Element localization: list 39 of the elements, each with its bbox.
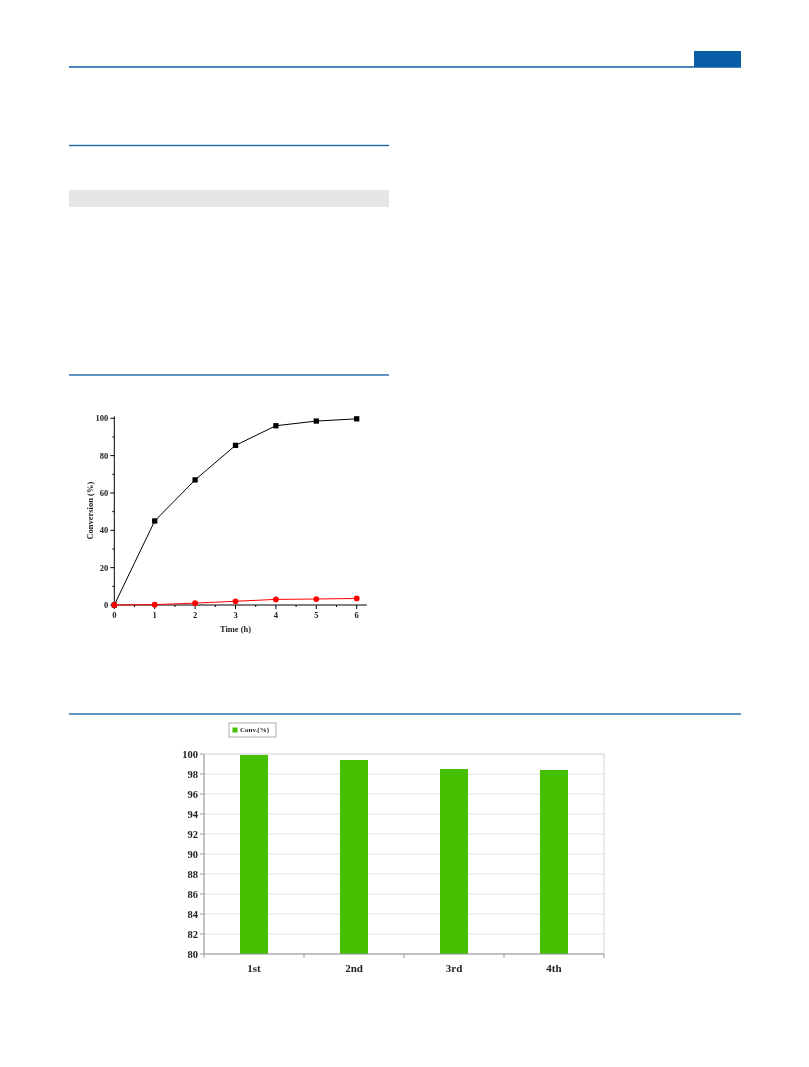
y-tick-label: 82 bbox=[187, 928, 198, 940]
x-tick-label: 4 bbox=[273, 609, 279, 620]
y-tick-label: 100 bbox=[95, 413, 109, 424]
y-axis-title: Conversion (%) bbox=[85, 481, 96, 540]
x-tick-label: 2nd bbox=[345, 962, 363, 974]
y-tick-label: 86 bbox=[187, 888, 198, 900]
point bbox=[353, 595, 360, 602]
x-tick-label: 1st bbox=[247, 962, 262, 974]
y-tick-label: 88 bbox=[187, 868, 198, 880]
point bbox=[192, 477, 198, 483]
x-tick-label: 2 bbox=[192, 609, 198, 620]
x-tick-label: 1 bbox=[152, 609, 157, 620]
point bbox=[232, 598, 239, 605]
point bbox=[273, 596, 279, 603]
y-tick-label: 0 bbox=[104, 599, 109, 610]
point bbox=[313, 596, 320, 602]
x-tick-label: 3 bbox=[233, 609, 238, 620]
x-axis-title: Time (h) bbox=[219, 624, 252, 634]
x-tick-label: 4th bbox=[546, 962, 562, 974]
y-tick-label: 92 bbox=[187, 828, 198, 840]
point bbox=[273, 423, 279, 429]
y-tick-label: 94 bbox=[187, 808, 199, 820]
x-tick-label: 6 bbox=[354, 609, 359, 620]
y-tick-label: 90 bbox=[187, 848, 198, 860]
y-tick-label: 100 bbox=[182, 748, 198, 760]
y-tick-label: 80 bbox=[99, 450, 109, 461]
point bbox=[313, 418, 319, 424]
y-tick-label: 60 bbox=[99, 487, 109, 498]
x-tick-label: 5 bbox=[314, 609, 319, 620]
y-tick-label: 98 bbox=[187, 768, 198, 780]
y-tick-label: 84 bbox=[187, 908, 199, 920]
y-tick-label: 80 bbox=[187, 948, 198, 960]
point bbox=[192, 600, 198, 606]
y-tick-label: 20 bbox=[99, 562, 109, 573]
x-tick-label: 3rd bbox=[445, 962, 463, 974]
y-tick-label: 40 bbox=[99, 525, 109, 536]
point bbox=[152, 518, 158, 524]
y-tick-label: 96 bbox=[187, 788, 198, 800]
x-tick-label: 0 bbox=[112, 609, 117, 620]
